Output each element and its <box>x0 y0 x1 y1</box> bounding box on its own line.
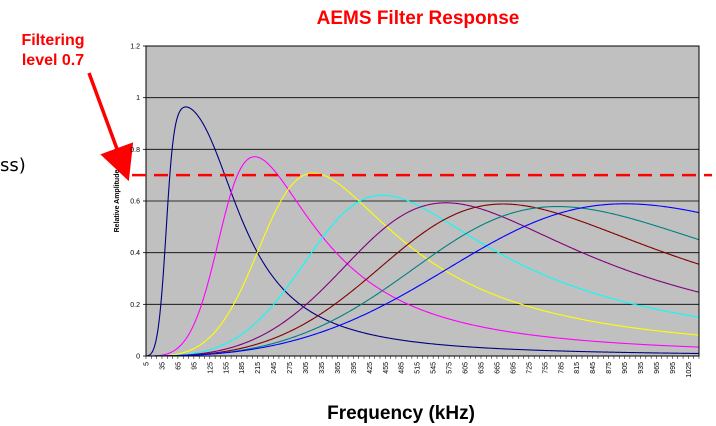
y-tick-label: 1 <box>136 95 140 102</box>
x-tick-label: 245 <box>271 362 278 374</box>
x-tick-label: 785 <box>558 362 565 374</box>
gridlines <box>146 97 699 305</box>
filter-band-5-line <box>146 202 700 357</box>
x-tick-label: 35 <box>159 362 166 370</box>
x-tick-label: 125 <box>207 362 214 374</box>
x-tick-label: 455 <box>383 362 390 374</box>
x-tick-label: 5 <box>144 362 151 366</box>
x-tick-label: 155 <box>223 362 230 374</box>
annotation-line-1: Filtering <box>21 32 84 49</box>
x-tick-label: 305 <box>303 362 310 374</box>
partial-side-text: ss) <box>0 155 26 176</box>
x-tick-label: 95 <box>191 362 198 370</box>
x-tick-label: 935 <box>638 362 645 374</box>
annotation-line-2: level 0.7 <box>22 52 84 69</box>
y-axis-label: Relative Amplitude <box>114 170 121 233</box>
x-tick-label: 215 <box>255 362 262 374</box>
filter-band-2-line <box>146 156 700 357</box>
series-lines <box>145 106 700 357</box>
filter-band-6-line <box>146 203 700 357</box>
x-tick-label: 875 <box>606 362 613 374</box>
filter-band-8-line <box>146 203 700 357</box>
x-ticks: 5 35 65 95 125 155 185 215 245 275 305 335 365 395 425… <box>144 356 700 378</box>
x-tick-label: 185 <box>239 362 246 374</box>
x-tick-label: 545 <box>431 362 438 374</box>
annotation-arrow <box>87 72 134 182</box>
x-axis-label: Frequency (kHz) <box>327 403 475 424</box>
x-tick-label: 515 <box>415 362 422 374</box>
x-tick-label: 695 <box>510 362 517 374</box>
y-tick-label: 0.6 <box>130 199 140 206</box>
filter-band-4-line <box>146 194 700 357</box>
y-ticks: 0 0.2 0.4 0.6 0.8 1 1.2 <box>130 44 146 361</box>
x-tick-label: 485 <box>399 362 406 374</box>
x-tick-label: 725 <box>526 362 533 374</box>
y-tick-label: 0 <box>136 354 140 361</box>
y-tick-label: 1.2 <box>130 44 140 51</box>
x-tick-label: 665 <box>494 362 501 374</box>
x-tick-label: 755 <box>542 362 549 374</box>
y-tick-label: 0.2 <box>130 302 140 309</box>
x-tick-label: 275 <box>287 362 294 374</box>
y-tick-label: 0.8 <box>130 147 140 154</box>
x-tick-label: 425 <box>367 362 374 374</box>
filter-band-3-line <box>146 172 700 357</box>
x-tick-label: 605 <box>463 362 470 374</box>
x-tick-label: 365 <box>335 362 342 374</box>
x-tick-label: 965 <box>654 362 661 374</box>
y-tick-label: 0.4 <box>130 250 140 257</box>
x-tick-label: 335 <box>319 362 326 374</box>
chart-title: AEMS Filter Response <box>317 8 520 29</box>
x-tick-label: 635 <box>478 362 485 374</box>
x-tick-label: 815 <box>574 362 581 374</box>
x-tick-label: 905 <box>622 362 629 374</box>
x-tick-label: 395 <box>351 362 358 374</box>
x-tick-label: 1025 <box>686 362 693 378</box>
filter-band-1-line <box>145 106 700 357</box>
x-tick-label: 575 <box>447 362 454 374</box>
x-tick-label: 65 <box>175 362 182 370</box>
x-tick-label: 995 <box>670 362 677 374</box>
x-tick-label: 845 <box>590 362 597 374</box>
